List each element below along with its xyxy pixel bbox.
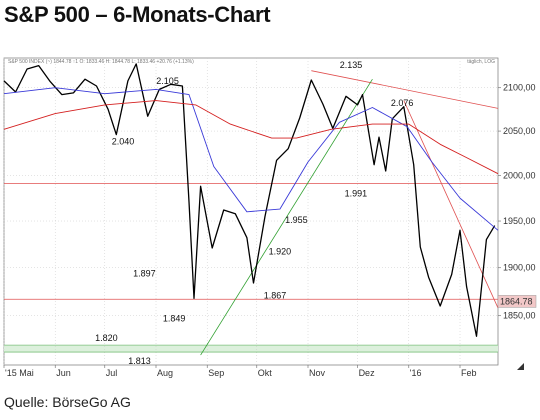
moving-average-slow-line — [3, 100, 499, 175]
x-axis: '15 Mai Jun Jul Aug Sep Okt Nov Dez '16 Feb — [3, 365, 477, 378]
annotation-label: 2.105 — [156, 76, 179, 86]
uptrend-line — [200, 78, 373, 356]
annotation-label: 1.991 — [345, 189, 368, 199]
annotation-label: 2.076 — [391, 98, 414, 108]
price-series-line — [3, 63, 496, 337]
y-axis: 1850,00 1900,00 1950,00 2000,00 2050,00 2100,… — [498, 83, 536, 321]
chart: S&P 500 INDEX (~) 1844.78 ↑1 O: 1833.46 … — [3, 57, 537, 378]
y-tick-label: 2000,00 — [503, 170, 536, 180]
x-tick-label: Jun — [56, 368, 71, 378]
chart-header-right: täglich, LOG — [467, 59, 495, 65]
annotation-label: 1.813 — [128, 356, 151, 366]
annotation-label: 1.867 — [264, 290, 287, 300]
reference-lines — [4, 183, 498, 353]
y-tick-label: 1900,00 — [503, 263, 536, 273]
annotation-label: 2.040 — [112, 137, 135, 147]
annotation-label: 1.920 — [269, 247, 292, 257]
x-tick-label: Jul — [106, 368, 118, 378]
x-tick-label: '15 Mai — [5, 368, 34, 378]
annotation-label: 1.849 — [163, 314, 186, 324]
support-zone — [4, 345, 498, 353]
source-credit: Quelle: BörseGo AG — [4, 394, 131, 410]
x-tick-label: Nov — [309, 368, 326, 378]
support-zone-band — [4, 345, 498, 353]
last-value-box — [497, 295, 537, 308]
x-tick-label: '16 — [410, 368, 422, 378]
downtrend-line — [311, 70, 499, 109]
annotation-label: 1.955 — [285, 215, 308, 225]
x-tick-label: Aug — [157, 368, 173, 378]
moving-average-fast-line — [3, 87, 499, 231]
y-tick-label: 2050,00 — [503, 126, 536, 136]
last-value-marker: 1864.78 — [497, 295, 537, 308]
chart-title: S&P 500 – 6-Monats-Chart — [4, 2, 271, 27]
x-tick-label: Dez — [359, 368, 376, 378]
scroll-arrow-icon[interactable] — [517, 363, 524, 370]
y-tick-label: 2100,00 — [503, 83, 536, 93]
x-tick-label: Okt — [258, 368, 273, 378]
x-tick-label: Sep — [208, 368, 224, 378]
last-value-label: 1864.78 — [500, 296, 533, 306]
annotation-label: 2.135 — [340, 60, 363, 70]
chart-header-info: S&P 500 INDEX (~) 1844.78 ↑1 O: 1833.46 … — [8, 59, 194, 65]
y-tick-label: 1950,00 — [503, 216, 536, 226]
x-tick-label: Feb — [461, 368, 477, 378]
series — [3, 63, 499, 337]
annotation-label: 1.820 — [95, 333, 118, 343]
annotations: 2.135 2.105 2.076 2.040 1.991 1.955 1.920 1.897… — [95, 60, 413, 366]
y-tick-label: 1850,00 — [503, 311, 536, 321]
annotation-label: 1.897 — [133, 268, 156, 278]
